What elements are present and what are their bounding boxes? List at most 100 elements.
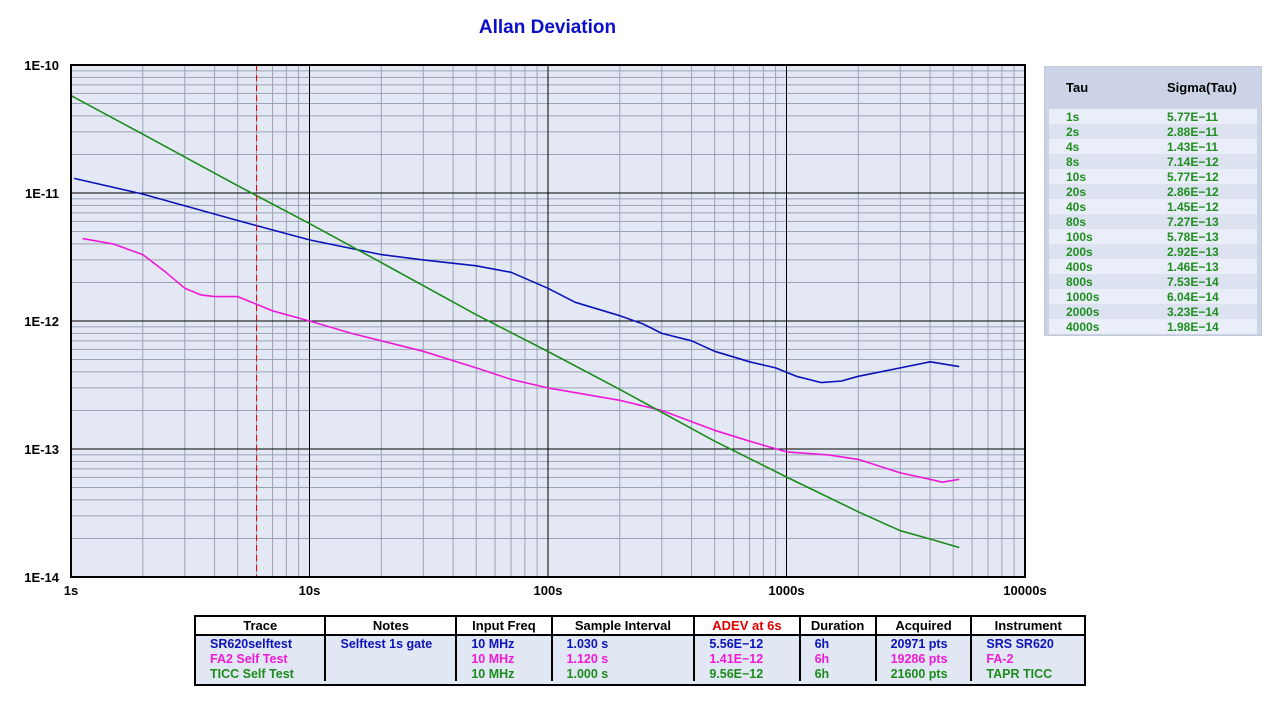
x-tick-label: 100s <box>534 583 563 598</box>
trace-legend-table: Trace Notes Input Freq Sample Interval ADEV … <box>194 615 1086 686</box>
sigma-value: 3.23E−14 <box>1167 305 1219 319</box>
legend-cell: 20971 pts <box>874 635 972 651</box>
tau-value: 10s <box>1066 170 1087 184</box>
tau-value: 80s <box>1066 215 1087 229</box>
legend-cell: SR620selftest <box>210 636 292 651</box>
sigma-row: 80s 7.27E−13 <box>1049 214 1257 229</box>
sigma-row: 2s 2.88E−11 <box>1049 124 1257 139</box>
legend-row: SR620selftest Selftest 1s gate 10 MHz 1.030… <box>196 635 1084 651</box>
sigma-row: 400s 1.46E−13 <box>1049 259 1257 274</box>
sigma-row: 20s 2.86E−12 <box>1049 184 1257 199</box>
sigma-tau-panel: Tau Sigma(Tau) 1s 5.77E−11 2s 2.88E−11 4s 1.4… <box>1044 66 1262 336</box>
tau-value: 200s <box>1066 245 1093 259</box>
legend-cell: 6h <box>798 651 876 666</box>
legend-cell: 10 MHz <box>455 635 552 651</box>
sigma-value: 1.45E−12 <box>1167 200 1219 214</box>
sigma-value: 1.46E−13 <box>1167 260 1219 274</box>
tau-value: 2000s <box>1066 305 1100 319</box>
legend-cell: 10 MHz <box>455 666 552 681</box>
tau-value: 20s <box>1066 185 1087 199</box>
sigma-row: 10s 5.77E−12 <box>1049 169 1257 184</box>
sigma-value: 5.77E−12 <box>1167 170 1219 184</box>
tau-value: 400s <box>1066 260 1093 274</box>
legend-header-cell: Duration <box>798 617 876 636</box>
legend-cell: 1.030 s <box>550 635 695 651</box>
sigma-value: 1.43E−11 <box>1167 140 1219 154</box>
legend-cell: 1.000 s <box>550 666 695 681</box>
sigma-row: 1s 5.77E−11 <box>1049 109 1257 124</box>
tau-value: 100s <box>1066 230 1093 244</box>
major-grid <box>71 65 1025 577</box>
sigma-value: 2.86E−12 <box>1167 185 1219 199</box>
legend-cell: 1.120 s <box>550 651 695 666</box>
legend-cell: 9.56E−12 <box>693 666 800 681</box>
legend-cell: SRS SR620 <box>970 635 1084 651</box>
legend-cell: 6h <box>798 635 876 651</box>
legend-header-cell: Sample Interval <box>550 617 695 636</box>
legend-cell: 5.56E−12 <box>693 635 800 651</box>
legend-cell: 19286 pts <box>874 651 972 666</box>
chart-title: Allan Deviation <box>478 17 617 38</box>
series-line <box>73 177 960 384</box>
legend-cell: 6h <box>798 666 876 681</box>
sigma-row: 40s 1.45E−12 <box>1049 199 1257 214</box>
tau-column-header: Tau <box>1066 80 1089 95</box>
sigma-value: 6.04E−14 <box>1167 290 1219 304</box>
legend-cell: FA2 Self Test <box>210 651 288 666</box>
sigma-value: 1.98E−14 <box>1167 320 1219 334</box>
x-tick-label: 10s <box>299 583 321 598</box>
legend-header-cell: Instrument <box>970 617 1084 636</box>
sigma-row: 4s 1.43E−11 <box>1049 139 1257 154</box>
sigma-value: 5.78E−13 <box>1167 230 1219 244</box>
x-tick-label: 1000s <box>768 583 804 598</box>
sigma-value: 2.88E−11 <box>1167 125 1219 139</box>
y-tick-label: 1E-11 <box>25 186 59 201</box>
legend-cell: TAPR TICC <box>970 666 1084 681</box>
sigma-value: 2.92E−13 <box>1167 245 1219 259</box>
legend-cell <box>324 651 457 666</box>
tau-value: 2s <box>1066 125 1080 139</box>
y-tick-label: 1E-13 <box>24 442 59 457</box>
legend-header-cell: Input Freq <box>455 617 552 636</box>
sigma-row: 800s 7.53E−14 <box>1049 274 1257 289</box>
series-layer <box>70 94 960 549</box>
y-tick-label: 1E-14 <box>24 570 59 585</box>
sigma-row: 8s 7.14E−12 <box>1049 154 1257 169</box>
legend-cell: 1.41E−12 <box>693 651 800 666</box>
sigma-row: 200s 2.92E−13 <box>1049 244 1257 259</box>
tau-value: 1s <box>1066 110 1080 124</box>
tau-value: 4s <box>1066 140 1080 154</box>
legend-cell: FA-2 <box>970 651 1084 666</box>
tick-labels: 1s 10s 100s 1000s 10000s 1E-10 1E-11 1E-12 1E-13… <box>24 58 1046 598</box>
legend-header-row: Trace Notes Input Freq Sample Interval ADEV … <box>196 617 1084 636</box>
y-tick-label: 1E-12 <box>24 314 59 329</box>
legend-row: TICC Self Test 10 MHz 1.000 s 9.56E−12 6h 216… <box>196 666 1084 681</box>
sigma-row: 2000s 3.23E−14 <box>1049 304 1257 319</box>
sigma-panel-header: Tau Sigma(Tau) <box>1045 67 1261 109</box>
legend-header-cell: Acquired <box>874 617 972 636</box>
legend-body: SR620selftest Selftest 1s gate 10 MHz 1.030… <box>196 635 1084 681</box>
adev-plot: 1s 10s 100s 1000s 10000s 1E-10 1E-11 1E-12 1E-13… <box>24 58 1046 598</box>
tau-value: 40s <box>1066 200 1087 214</box>
sigma-column-header: Sigma(Tau) <box>1167 80 1237 95</box>
sigma-value: 5.77E−11 <box>1167 110 1219 124</box>
legend-header-cell: Notes <box>324 617 457 636</box>
legend-cell: Selftest 1s gate <box>324 635 457 651</box>
tau-value: 1000s <box>1066 290 1100 304</box>
sigma-row: 1000s 6.04E−14 <box>1049 289 1257 304</box>
legend-cell <box>324 666 457 681</box>
legend-header-cell: ADEV at 6s <box>693 617 800 636</box>
sigma-value: 7.14E−12 <box>1167 155 1219 169</box>
x-tick-label: 1s <box>64 583 78 598</box>
y-tick-label: 1E-10 <box>24 58 59 73</box>
legend-cell: 21600 pts <box>874 666 972 681</box>
x-tick-label: 10000s <box>1003 583 1046 598</box>
tau-value: 8s <box>1066 155 1080 169</box>
sigma-row: 100s 5.78E−13 <box>1049 229 1257 244</box>
tau-value: 4000s <box>1066 320 1100 334</box>
sigma-value: 7.27E−13 <box>1167 215 1219 229</box>
legend-cell: 10 MHz <box>455 651 552 666</box>
sigma-value: 7.53E−14 <box>1167 275 1219 289</box>
sigma-row: 4000s 1.98E−14 <box>1049 319 1257 334</box>
legend-cell: TICC Self Test <box>210 666 294 681</box>
